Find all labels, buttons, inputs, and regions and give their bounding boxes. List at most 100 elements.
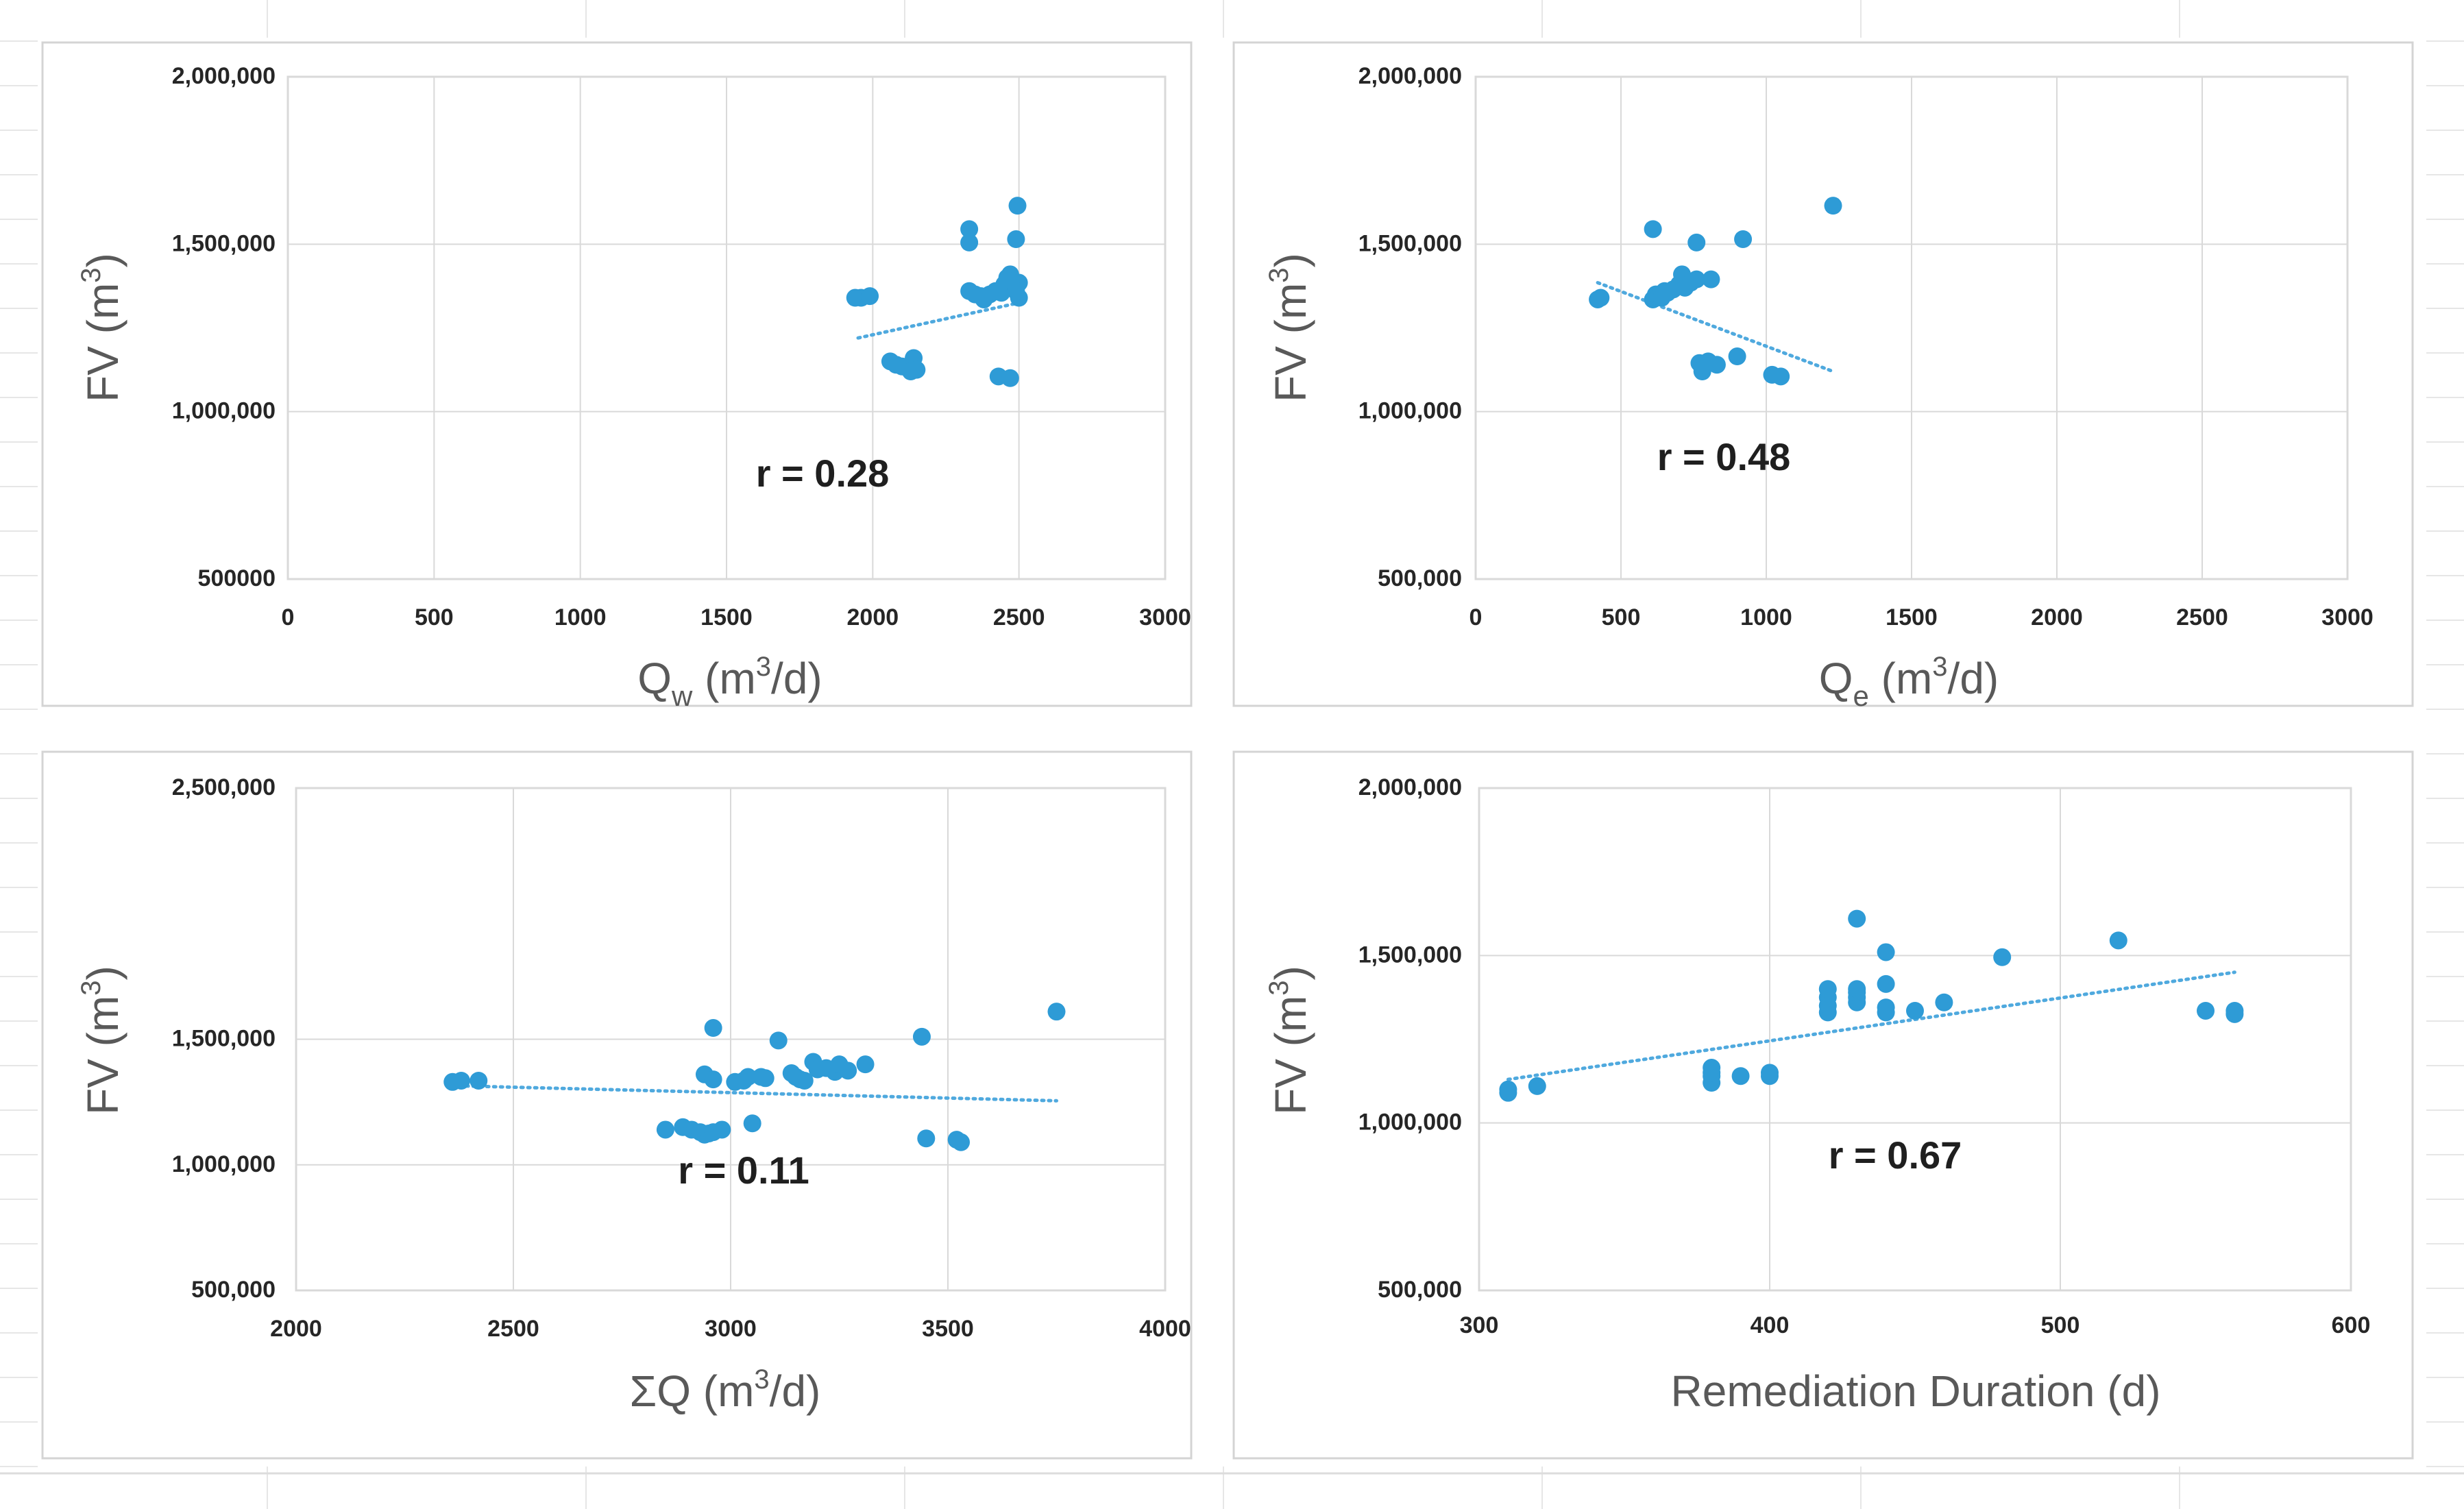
panel-border bbox=[1232, 750, 2414, 1460]
data-point bbox=[1877, 998, 1895, 1017]
data-point bbox=[1499, 1080, 1517, 1099]
x-axis-title: Remediation Duration (d) bbox=[1671, 1366, 2161, 1416]
data-point bbox=[795, 1071, 814, 1090]
x-axis-title: Qe (m3/d) bbox=[1819, 652, 1999, 712]
data-point bbox=[1734, 230, 1753, 249]
data-point bbox=[756, 1069, 774, 1088]
data-point bbox=[1001, 369, 1019, 387]
data-point bbox=[1008, 197, 1027, 215]
data-point bbox=[2197, 1001, 2215, 1020]
data-point bbox=[1687, 233, 1706, 251]
x-tick-label: 400 bbox=[1751, 1312, 1790, 1338]
y-tick-label: 1,000,000 bbox=[1358, 398, 1462, 424]
data-point bbox=[1644, 220, 1662, 238]
x-tick-label: 500 bbox=[1602, 604, 1641, 630]
y-tick-label: 2,000,000 bbox=[1358, 63, 1462, 89]
y-axis-superscript: 3 bbox=[1264, 980, 1294, 995]
data-point bbox=[1728, 347, 1746, 366]
data-point bbox=[2225, 1001, 2244, 1020]
y-axis-title: FV (m3) bbox=[76, 966, 127, 1115]
data-point bbox=[704, 1070, 722, 1089]
plot-area bbox=[1474, 75, 2349, 580]
y-axis-superscript: 3 bbox=[76, 980, 106, 995]
trend-line bbox=[1596, 281, 1835, 373]
x-tick-label: 1500 bbox=[700, 604, 753, 630]
y-axis-title-text: ) bbox=[1266, 966, 1315, 980]
x-axis-title-text: /d) bbox=[1948, 654, 1999, 703]
y-axis-title: FV (m3) bbox=[76, 253, 127, 402]
x-tick-label: 3500 bbox=[922, 1316, 974, 1342]
x-axis-title-text: Remediation Duration (d) bbox=[1671, 1366, 2161, 1416]
x-axis-title: ΣQ (m3/d) bbox=[630, 1364, 821, 1416]
y-axis-title: FV (m3) bbox=[1264, 966, 1315, 1115]
x-tick-label: 1000 bbox=[1740, 604, 1792, 630]
data-point bbox=[1877, 943, 1895, 961]
y-axis-title: FV (m3) bbox=[1264, 253, 1315, 402]
data-point bbox=[1007, 282, 1025, 300]
y-tick-label: 2,000,000 bbox=[1358, 774, 1462, 800]
data-point bbox=[713, 1120, 731, 1139]
data-point bbox=[1848, 909, 1866, 928]
y-axis-title-text: ) bbox=[1266, 253, 1315, 267]
x-tick-label: 3000 bbox=[1139, 604, 1191, 630]
x-axis-subscript: w bbox=[671, 680, 693, 712]
data-point bbox=[1707, 356, 1726, 374]
chart-panel-bottom-right: 300 400 500 600 500,000 1,000,000 1,500,000 2,0… bbox=[1232, 750, 2414, 1460]
correlation-label: r = 0.48 bbox=[1657, 435, 1791, 478]
y-axis-title-text: ) bbox=[78, 966, 127, 980]
y-tick-label: 500000 bbox=[198, 565, 276, 591]
data-point bbox=[704, 1019, 722, 1038]
x-tick-label: 3000 bbox=[2321, 604, 2374, 630]
x-tick-label: 2000 bbox=[2031, 604, 2083, 630]
x-tick-label: 3000 bbox=[705, 1316, 757, 1342]
data-point bbox=[1877, 974, 1895, 993]
data-point bbox=[1824, 197, 1842, 215]
data-point bbox=[1687, 270, 1706, 289]
y-axis-title-text: ) bbox=[78, 253, 127, 267]
trend-line bbox=[450, 1083, 1058, 1103]
x-axis-superscript: 3 bbox=[754, 1364, 769, 1395]
y-tick-label: 1,500,000 bbox=[1358, 230, 1462, 256]
data-point bbox=[960, 233, 979, 251]
correlation-label: r = 0.28 bbox=[756, 452, 890, 495]
correlation-label: r = 0.67 bbox=[1829, 1133, 1962, 1177]
y-axis-superscript: 3 bbox=[1264, 267, 1294, 282]
data-point bbox=[1703, 1059, 1721, 1077]
data-point bbox=[917, 1129, 936, 1148]
panel-border bbox=[41, 41, 1193, 707]
x-axis-subscript: e bbox=[1853, 680, 1869, 712]
data-point bbox=[1702, 270, 1720, 289]
data-point bbox=[907, 360, 926, 379]
correlation-label: r = 0.11 bbox=[678, 1149, 809, 1192]
x-tick-label: 0 bbox=[282, 604, 295, 630]
plot-area bbox=[1478, 787, 2352, 1292]
y-axis-superscript: 3 bbox=[76, 267, 106, 282]
data-point bbox=[656, 1120, 674, 1139]
x-axis-superscript: 3 bbox=[1932, 652, 1947, 682]
data-point bbox=[1731, 1067, 1750, 1085]
data-point bbox=[861, 287, 879, 306]
data-point bbox=[1591, 289, 1610, 307]
plot-area bbox=[295, 787, 1167, 1292]
plot-area bbox=[286, 75, 1167, 580]
x-tick-label: 0 bbox=[1469, 604, 1483, 630]
data-point bbox=[912, 1027, 931, 1046]
data-point bbox=[1906, 1001, 1924, 1020]
x-axis-title-text: /d) bbox=[770, 1366, 821, 1416]
chart-panels: 0 500 1000 1500 2000 2500 30005000001,000,0001… bbox=[41, 41, 2414, 1460]
y-tick-label: 2,500,000 bbox=[172, 774, 276, 800]
y-axis-title-text: FV (m bbox=[1266, 283, 1315, 402]
y-tick-label: 1,000,000 bbox=[172, 398, 276, 424]
trend-line bbox=[856, 301, 1021, 340]
x-axis-title-text: ΣQ bbox=[630, 1366, 691, 1416]
data-point bbox=[1007, 230, 1025, 249]
data-point bbox=[1772, 367, 1790, 386]
data-point bbox=[1818, 980, 1837, 998]
chart-panel-top-right: 0 500 1000 1500 2000 2500 3000 500,000 1,000,000… bbox=[1232, 41, 2414, 712]
data-point bbox=[952, 1133, 971, 1151]
data-point bbox=[1047, 1003, 1066, 1021]
chart-panel-top-left: 0 500 1000 1500 2000 2500 3000 500000 1,000,000 1… bbox=[41, 41, 1193, 712]
x-axis-title-text: /d) bbox=[771, 654, 822, 703]
